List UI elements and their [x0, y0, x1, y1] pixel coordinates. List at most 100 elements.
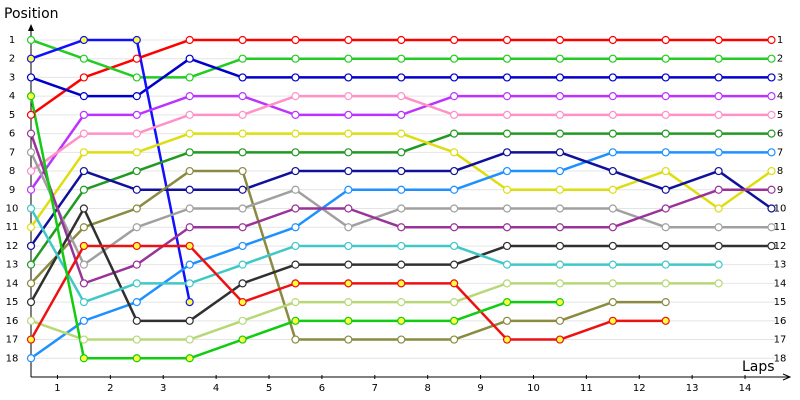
series-line — [30, 282, 719, 341]
series-marker — [344, 298, 353, 307]
series-marker — [661, 204, 670, 213]
series-marker — [502, 129, 512, 138]
series-marker — [555, 35, 565, 45]
series-marker — [767, 223, 776, 232]
series-marker — [291, 110, 300, 119]
series-line — [29, 244, 666, 341]
series-marker — [79, 354, 88, 363]
x-tick-label: 3 — [160, 383, 166, 394]
series-marker — [238, 279, 247, 288]
series-marker — [26, 73, 36, 82]
series-marker — [79, 129, 88, 138]
series-marker — [344, 54, 353, 63]
series-marker — [450, 298, 459, 307]
series-marker — [344, 73, 353, 82]
y-tick-label-right: 16 — [774, 316, 787, 327]
series-marker — [79, 241, 88, 251]
series-marker — [555, 335, 565, 344]
series-marker — [608, 223, 617, 232]
series-marker — [185, 35, 194, 45]
y-tick-label: 2 — [9, 54, 15, 65]
series-marker — [238, 241, 247, 251]
series-marker — [185, 129, 194, 138]
series-marker — [26, 279, 36, 288]
series-marker — [502, 148, 512, 157]
series-marker — [238, 166, 247, 176]
series-marker — [238, 73, 247, 82]
series-marker — [502, 73, 512, 82]
series-marker — [238, 54, 247, 63]
y-tick-label: 7 — [9, 147, 15, 158]
series-marker — [397, 166, 406, 176]
series-marker — [79, 298, 88, 307]
series-marker — [502, 298, 512, 307]
series-marker — [26, 148, 36, 157]
y-tick-label: 14 — [6, 278, 19, 289]
series-marker — [450, 110, 459, 119]
series-marker — [238, 223, 247, 232]
series-marker — [450, 92, 459, 101]
series-marker — [714, 279, 723, 288]
y-tick-label-right: 3 — [777, 72, 783, 83]
series-marker — [397, 260, 406, 269]
series-marker — [344, 316, 353, 325]
y-tick-label: 17 — [6, 335, 19, 346]
series-marker — [397, 204, 406, 213]
series-marker — [185, 260, 194, 269]
series-marker — [555, 241, 565, 251]
y-axis-arrow — [28, 24, 34, 31]
series-marker — [185, 110, 194, 119]
series-marker — [555, 185, 565, 194]
series-marker — [344, 335, 353, 344]
series-marker — [132, 166, 141, 176]
series-marker — [397, 73, 406, 82]
series-marker — [555, 92, 565, 101]
series-marker — [767, 92, 776, 101]
y-tick-label: 12 — [6, 241, 19, 252]
y-tick-label-right: 10 — [774, 203, 787, 214]
series-marker — [608, 185, 617, 194]
series-marker — [450, 54, 459, 63]
series-marker — [450, 279, 459, 288]
y-tick-label: 5 — [9, 110, 15, 121]
y-tick-label-right: 6 — [777, 129, 783, 140]
y-tick-label-right: 2 — [777, 54, 783, 65]
series-marker — [661, 185, 670, 194]
series-marker — [79, 35, 88, 45]
series-marker — [185, 354, 194, 363]
series-marker — [79, 185, 88, 194]
series-marker — [291, 35, 300, 45]
x-axis-title: Laps — [742, 359, 775, 375]
series-marker — [608, 73, 617, 82]
series-marker — [79, 260, 88, 269]
series-marker — [291, 223, 300, 232]
series-marker — [79, 54, 88, 63]
series-marker — [397, 129, 406, 138]
series-marker — [344, 92, 353, 101]
series-marker — [450, 35, 459, 45]
series-marker — [185, 92, 194, 101]
series-marker — [132, 354, 141, 363]
series-marker — [79, 316, 88, 325]
series-marker — [238, 148, 247, 157]
y-tick-label: 18 — [6, 353, 19, 364]
series-marker — [291, 92, 300, 101]
series-marker — [26, 54, 36, 63]
series-marker — [397, 241, 406, 251]
series-marker — [238, 204, 247, 213]
series-marker — [502, 260, 512, 269]
series-line — [29, 151, 773, 247]
series-marker — [608, 316, 617, 325]
y-tick-label: 4 — [9, 91, 15, 102]
series-marker — [397, 223, 406, 232]
series-marker — [185, 148, 194, 157]
series-marker — [132, 204, 141, 213]
series-marker — [555, 260, 565, 269]
series-marker — [608, 241, 617, 251]
series-marker — [185, 185, 194, 194]
series-marker — [185, 298, 194, 307]
series-marker — [714, 241, 723, 251]
series-marker — [291, 335, 300, 344]
x-tick-label: 13 — [686, 383, 699, 394]
